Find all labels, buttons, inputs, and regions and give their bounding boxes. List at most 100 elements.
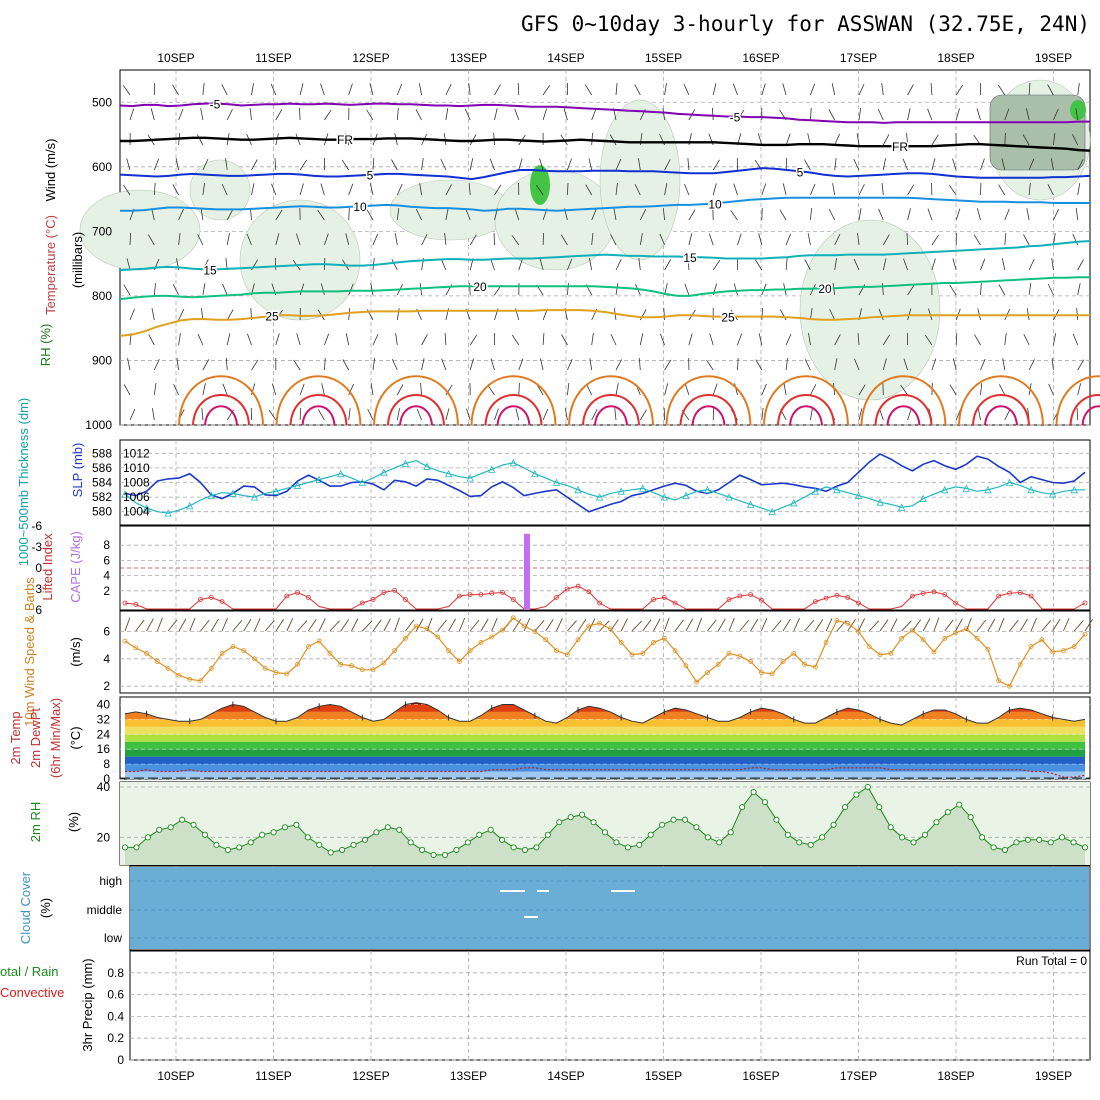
isotherm-label: 10 xyxy=(708,198,722,212)
upper-wind-barb xyxy=(441,358,447,371)
upper-wind-barb xyxy=(785,258,788,271)
upper-wind-barb xyxy=(445,208,449,221)
label-temp2m-units: (°C) xyxy=(68,726,83,749)
upper-wind-barb xyxy=(123,384,131,396)
wind-barb xyxy=(976,619,987,632)
upper-wind-barb xyxy=(221,183,228,196)
upper-wind-barb xyxy=(178,309,185,321)
li-point xyxy=(910,593,915,599)
upper-wind-barb xyxy=(396,384,404,396)
precip-tick: 0 xyxy=(117,1053,124,1067)
upper-wind-barb xyxy=(348,207,350,221)
isotherm-30 xyxy=(665,375,752,426)
isotherm-35 xyxy=(387,394,445,426)
rh-point xyxy=(1013,839,1020,846)
upper-wind-barb xyxy=(178,333,181,346)
isotherm-30 xyxy=(275,375,362,426)
upper-wind-barb xyxy=(299,107,301,121)
label-wind10: 10m Wind Speed & Barbs xyxy=(22,577,37,727)
upper-wind-barb xyxy=(514,108,520,121)
wind-barb xyxy=(189,617,196,632)
upper-wind-barb xyxy=(907,108,911,121)
pressure-tick: 600 xyxy=(92,160,112,174)
rh-point xyxy=(201,831,209,838)
upper-wind-barb xyxy=(1004,132,1006,146)
upper-wind-barb xyxy=(757,133,763,146)
rh-point xyxy=(956,801,963,808)
upper-wind-barb xyxy=(274,158,277,171)
upper-wind-barb xyxy=(980,383,983,396)
upper-wind-barb xyxy=(1076,308,1079,321)
rh-point xyxy=(590,819,597,826)
upper-wind-barb xyxy=(275,233,280,246)
rh-point xyxy=(1059,834,1066,841)
isotherm-40 xyxy=(691,405,726,426)
upper-wind-barb xyxy=(421,234,428,246)
upper-wind-barb xyxy=(395,333,398,346)
upper-wind-barb xyxy=(469,358,474,371)
rh-point xyxy=(636,841,643,848)
upper-wind-barb xyxy=(396,183,403,196)
upper-wind-barb xyxy=(810,183,816,196)
upper-wind-barb xyxy=(980,258,986,271)
upper-wind-barb xyxy=(761,408,764,421)
isotherm-30 xyxy=(763,375,849,426)
chart-title: GFS 0~10day 3-hourly for ASSWAN (32.75E,… xyxy=(521,12,1090,36)
wind-barb xyxy=(167,619,178,632)
rh-point xyxy=(179,816,186,823)
upper-wind-barb xyxy=(296,333,301,346)
upper-wind-barb xyxy=(664,359,672,371)
li-point xyxy=(823,595,829,601)
upper-wind-barb xyxy=(542,108,547,121)
upper-wind-barb xyxy=(1004,409,1011,421)
upper-wind-barb xyxy=(148,334,155,346)
upper-wind-barb xyxy=(271,383,277,396)
upper-wind-barb xyxy=(980,358,986,371)
upper-wind-barb xyxy=(588,158,593,171)
upper-wind-barb xyxy=(494,184,502,196)
wind-point xyxy=(931,649,937,655)
upper-wind-barb xyxy=(858,83,865,96)
upper-wind-barb xyxy=(853,258,860,271)
wind-point xyxy=(672,648,678,654)
data-marks xyxy=(119,82,1100,949)
upper-wind-barb xyxy=(518,358,524,371)
wind-barb xyxy=(372,619,382,632)
upper-wind-barb xyxy=(299,83,304,96)
wind-point xyxy=(208,666,214,671)
upper-wind-barb xyxy=(396,108,399,121)
upper-wind-barb xyxy=(1023,234,1030,246)
upper-wind-barb xyxy=(903,258,908,271)
upper-wind-barb xyxy=(712,159,720,171)
upper-wind-barb xyxy=(810,83,816,96)
upper-wind-barb xyxy=(1053,133,1056,146)
temp-tick: 16 xyxy=(97,742,111,756)
upper-wind-barb xyxy=(275,209,283,221)
upper-wind-barb xyxy=(567,358,573,371)
upper-wind-barb xyxy=(659,333,665,346)
upper-wind-barb xyxy=(931,258,936,271)
upper-wind-barb xyxy=(153,283,156,296)
rh-shading xyxy=(799,219,941,401)
upper-wind-barb xyxy=(226,333,231,346)
upper-wind-barb xyxy=(1072,134,1079,146)
rh-point xyxy=(190,821,197,828)
rh-point xyxy=(293,821,300,828)
wind-point xyxy=(144,650,149,656)
rh-point xyxy=(579,811,586,818)
rh-point xyxy=(1047,839,1054,846)
upper-wind-barb xyxy=(494,84,501,96)
upper-wind-barb xyxy=(445,108,449,121)
upper-wind-barb xyxy=(1053,333,1057,346)
rh-point xyxy=(784,831,791,838)
upper-wind-barb xyxy=(955,208,961,221)
upper-wind-barb xyxy=(977,308,981,321)
upper-wind-barb xyxy=(949,384,957,396)
upper-wind-barb xyxy=(687,257,690,271)
rh-point xyxy=(990,844,997,851)
upper-wind-barb xyxy=(372,358,376,371)
upper-wind-barb xyxy=(126,158,131,171)
temp-tick: 24 xyxy=(97,727,111,741)
upper-wind-barb xyxy=(420,383,422,396)
upper-wind-barb xyxy=(567,383,570,396)
